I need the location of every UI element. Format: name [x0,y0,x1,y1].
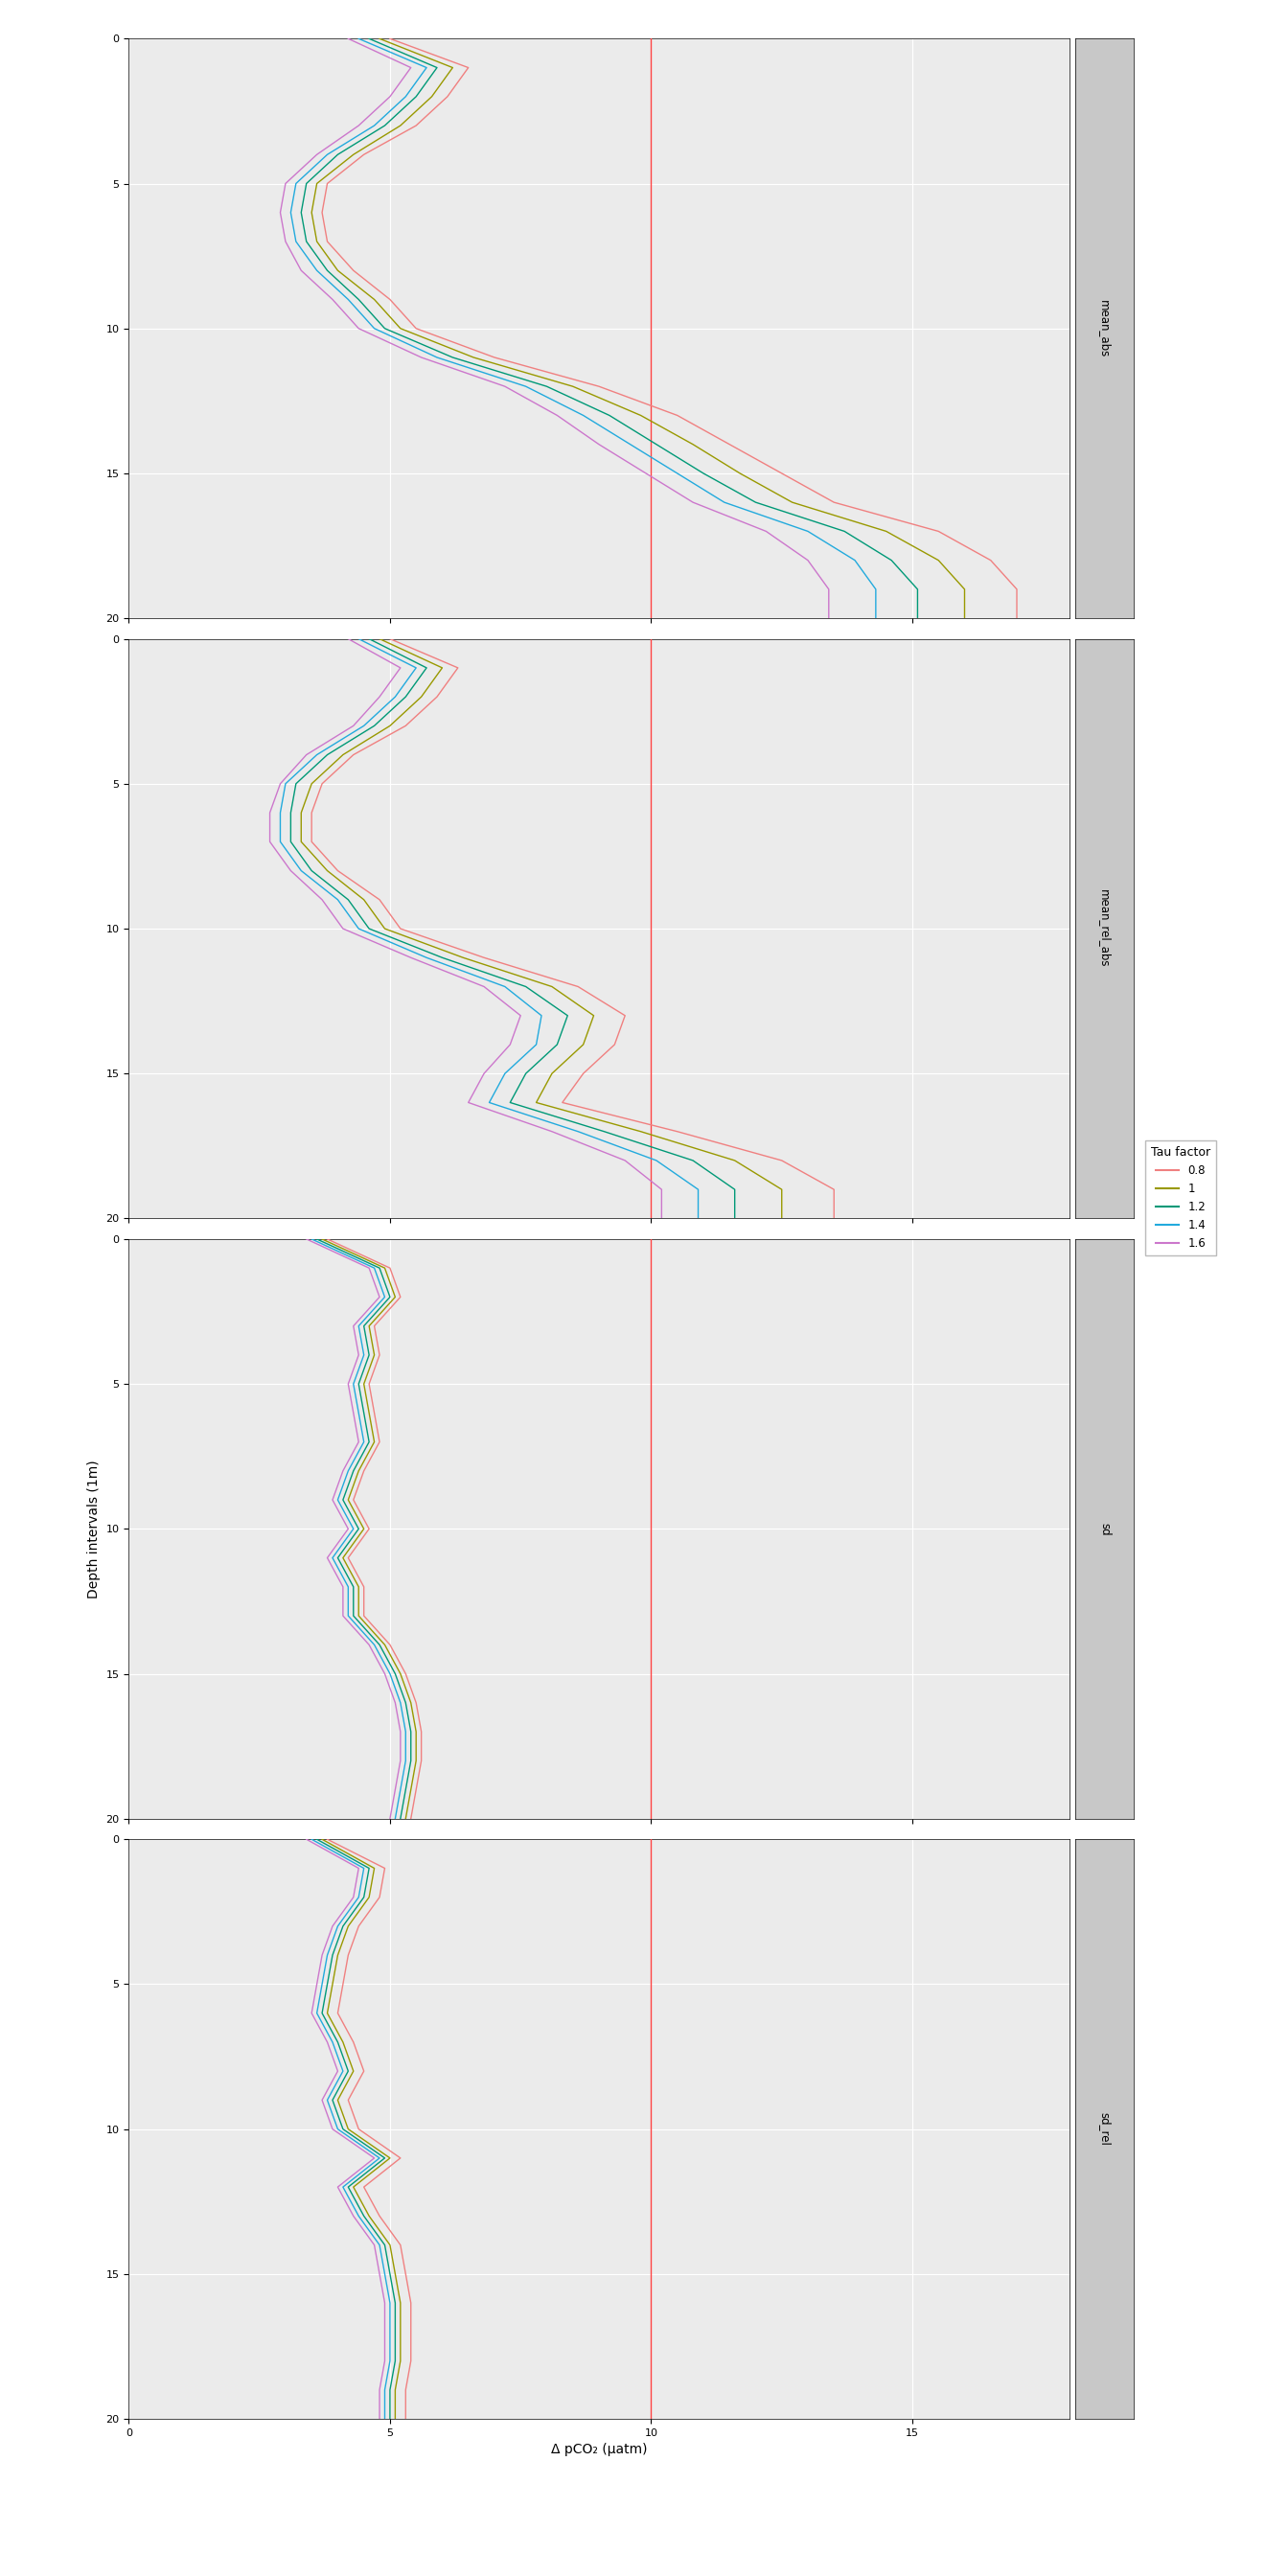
Text: mean_abs: mean_abs [1099,299,1110,358]
Y-axis label: Depth intervals (1m): Depth intervals (1m) [88,1461,100,1597]
Text: sd_rel: sd_rel [1099,2112,1110,2146]
Legend: 0.8, 1, 1.2, 1.4, 1.6: 0.8, 1, 1.2, 1.4, 1.6 [1145,1141,1216,1255]
X-axis label: Δ pCO₂ (μatm): Δ pCO₂ (μatm) [551,2442,647,2458]
Text: mean_rel_abs: mean_rel_abs [1099,889,1110,969]
Text: sd: sd [1099,1522,1110,1535]
